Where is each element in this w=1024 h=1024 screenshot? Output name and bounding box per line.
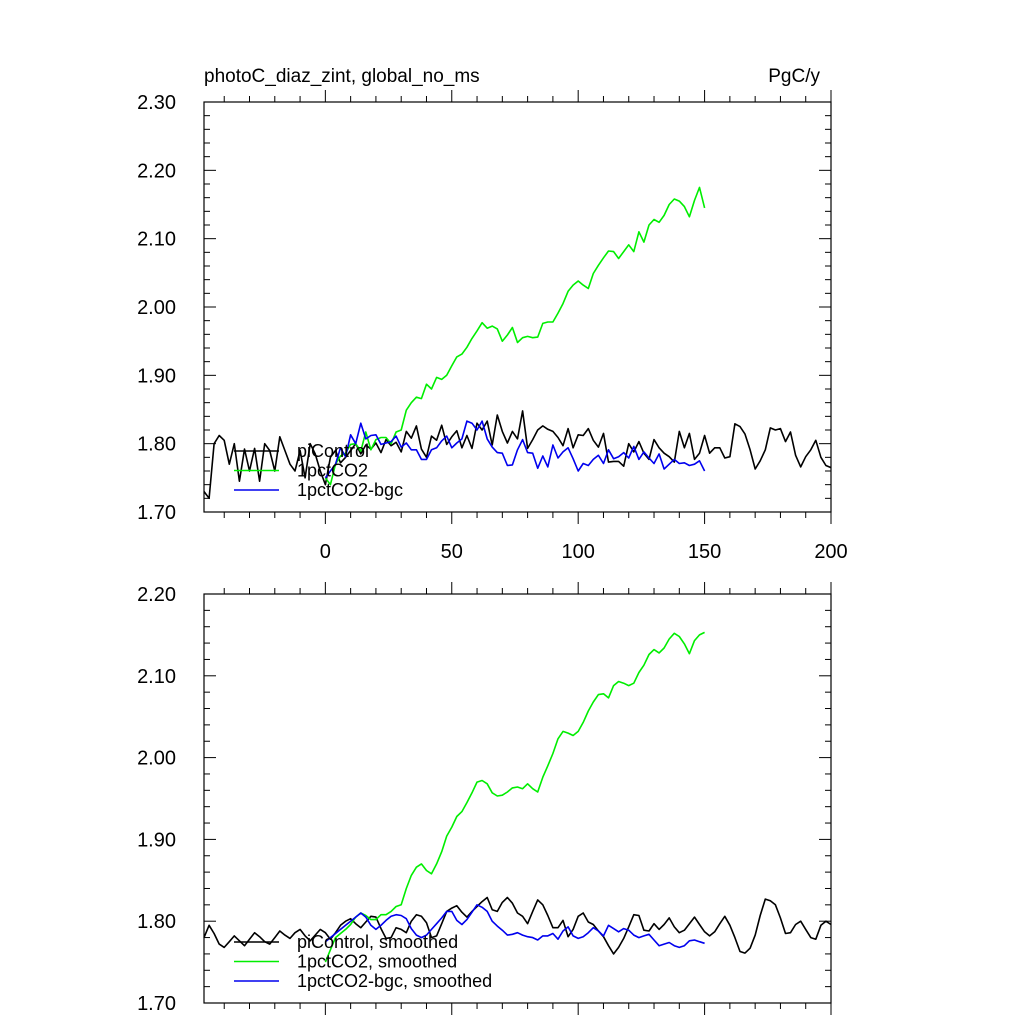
series-line-2	[324, 903, 705, 949]
series-line-0	[203, 896, 832, 955]
y-tick-label: 1.80	[137, 911, 176, 933]
y-tick-label: 1.80	[137, 434, 176, 456]
legend-label-1: 1pctCO2	[297, 461, 368, 481]
y-tick-label: 1.90	[137, 829, 176, 851]
series-line-1	[324, 186, 706, 486]
bottom-series	[203, 631, 832, 963]
top-units: PgC/y	[768, 66, 820, 87]
series-line-0	[203, 410, 832, 500]
top-series	[203, 186, 832, 500]
x-tick-label: 100	[561, 541, 594, 563]
y-tick-label: 2.00	[137, 748, 176, 770]
legend-label-2: 1pctCO2-bgc, smoothed	[297, 971, 492, 991]
bottom-plot-frame	[203, 593, 832, 1004]
y-tick-label: 2.10	[137, 229, 176, 251]
y-tick-label: 2.20	[137, 584, 176, 606]
x-tick-label: 0	[320, 541, 331, 563]
legend-label-1: 1pctCO2, smoothed	[297, 952, 457, 972]
legend-label-0: piControl	[297, 441, 369, 461]
y-tick-label: 2.10	[137, 666, 176, 688]
y-tick-label: 2.30	[137, 92, 176, 114]
top-title: photoC_diaz_zint, global_no_ms	[204, 66, 480, 87]
bottom-ticks: 1.70 1.80 1.90 2.00 2.10 2.20	[137, 582, 832, 1015]
bottom-panel: 1.70 1.80 1.90 2.00 2.10 2.20 piControl, smoo…	[137, 582, 832, 1015]
x-tick-label: 50	[441, 541, 463, 563]
top-panel: photoC_diaz_zint, global_no_ms PgC/y 1.7…	[137, 66, 848, 563]
y-tick-label: 1.70	[137, 502, 176, 524]
top-plot-frame	[203, 101, 832, 513]
series-line-1	[324, 631, 705, 963]
y-tick-label: 2.00	[137, 297, 176, 319]
y-tick-label: 2.20	[137, 160, 176, 182]
x-tick-label: 200	[814, 541, 847, 563]
legend-label-0: piControl, smoothed	[297, 932, 458, 952]
series-line-2	[324, 420, 706, 479]
x-tick-label: 150	[688, 541, 721, 563]
top-ticks: 1.70 1.80 1.90 2.00 2.10 2.20 2.30 0 50 100 150 200	[137, 90, 848, 563]
legend-label-2: 1pctCO2-bgc	[297, 480, 403, 500]
y-tick-label: 1.70	[137, 993, 176, 1015]
y-tick-label: 1.90	[137, 365, 176, 387]
